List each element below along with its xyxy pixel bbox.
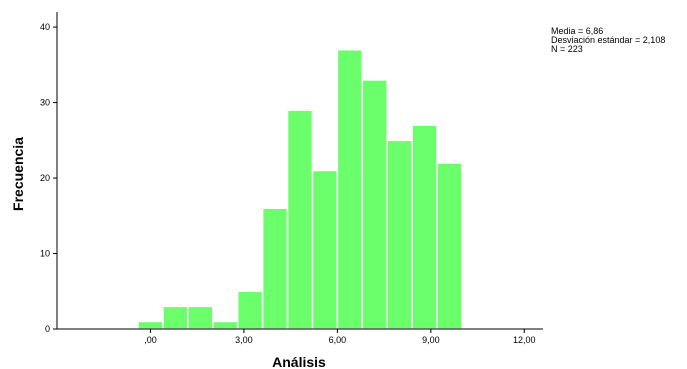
y-tick-label: 40 bbox=[40, 22, 50, 32]
x-tick-label: 3,00 bbox=[235, 335, 253, 345]
histogram-bar-8 bbox=[336, 48, 364, 330]
histogram-bar-11 bbox=[411, 124, 438, 330]
y-tick-label: 20 bbox=[40, 173, 50, 183]
stats-n: N = 223 bbox=[551, 44, 583, 54]
y-axis-title: Frecuencia bbox=[10, 137, 26, 211]
histogram-bar-3 bbox=[212, 320, 239, 330]
histogram-bar-9 bbox=[361, 79, 388, 330]
y-tick-label: 0 bbox=[45, 324, 50, 334]
histogram-bar-5 bbox=[261, 207, 289, 330]
histogram-bar-6 bbox=[286, 109, 314, 330]
histogram-bar-0 bbox=[137, 320, 164, 330]
histogram-bars bbox=[137, 48, 463, 330]
stats-box: Media = 6,86 Desviación estándar = 2,108… bbox=[551, 27, 665, 54]
stats-mean: Media = 6,86 bbox=[551, 26, 604, 36]
y-ticks: 0 10 20 30 40 bbox=[40, 22, 57, 334]
x-tick-label: ,00 bbox=[144, 335, 157, 345]
x-ticks: ,00 3,00 6,00 9,00 12,00 bbox=[144, 329, 536, 345]
x-axis-title: Análisis bbox=[272, 354, 326, 369]
x-tick-label: 6,00 bbox=[329, 335, 347, 345]
y-tick-label: 10 bbox=[40, 249, 50, 259]
y-tick-label: 30 bbox=[40, 98, 50, 108]
histogram-bar-2 bbox=[187, 305, 214, 330]
histogram-bar-4 bbox=[236, 290, 264, 330]
x-tick-label: 9,00 bbox=[422, 335, 440, 345]
x-tick-label: 12,00 bbox=[513, 335, 536, 345]
histogram-bar-12 bbox=[436, 162, 463, 330]
histogram-bar-1 bbox=[162, 305, 189, 330]
histogram-bar-10 bbox=[386, 139, 413, 330]
stats-sd: Desviación estándar = 2,108 bbox=[551, 35, 666, 45]
histogram-bar-7 bbox=[311, 169, 339, 330]
